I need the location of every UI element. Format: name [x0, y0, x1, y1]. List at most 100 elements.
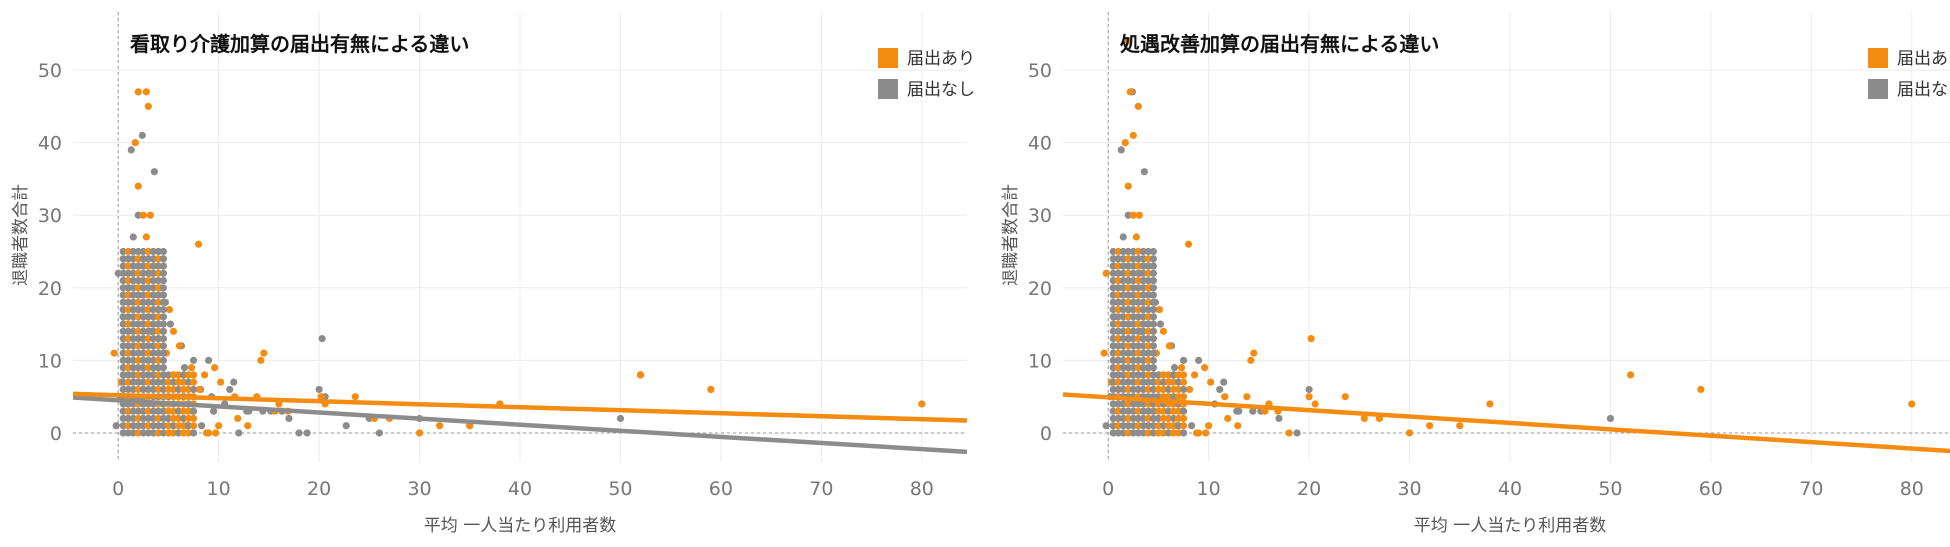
- data-point: [142, 233, 150, 241]
- data-point: [1109, 327, 1117, 335]
- data-point: [1154, 422, 1163, 430]
- data-point: [1134, 429, 1142, 437]
- data-point: [1164, 407, 1173, 415]
- data-point: [169, 378, 178, 386]
- data-point: [1135, 211, 1143, 219]
- data-point: [918, 400, 926, 408]
- data-point: [1149, 371, 1158, 379]
- data-point: [124, 313, 132, 321]
- x-tick-label: 50: [608, 478, 632, 500]
- data-point: [154, 429, 162, 437]
- data-point: [1114, 378, 1122, 386]
- data-point: [1195, 356, 1203, 364]
- data-point: [139, 255, 147, 263]
- data-point: [1129, 327, 1137, 335]
- data-point: [1169, 378, 1178, 386]
- data-point: [1124, 385, 1132, 394]
- data-point: [139, 262, 147, 270]
- y-axis-title: 退職者数合計: [11, 184, 31, 286]
- data-point: [1187, 422, 1196, 430]
- data-point: [119, 291, 127, 299]
- data-point: [1119, 291, 1127, 299]
- data-point: [1124, 276, 1132, 285]
- data-point: [1174, 385, 1183, 394]
- data-point: [415, 429, 424, 437]
- data-point: [139, 364, 147, 372]
- data-point: [134, 284, 142, 292]
- data-point: [139, 284, 147, 292]
- y-tick-label: 0: [50, 423, 62, 445]
- data-point: [1124, 247, 1132, 256]
- data-point: [315, 385, 323, 394]
- data-point: [295, 429, 303, 437]
- data-point: [1139, 414, 1147, 423]
- legend-label: 届出なし: [1897, 80, 1950, 100]
- data-point: [154, 378, 162, 386]
- data-point: [134, 313, 142, 321]
- data-point: [144, 364, 152, 372]
- data-point: [139, 342, 147, 350]
- data-point: [1205, 422, 1213, 430]
- data-point: [1626, 371, 1635, 379]
- data-point: [164, 385, 173, 394]
- data-point: [144, 284, 152, 292]
- data-point: [1102, 422, 1110, 430]
- data-point: [154, 276, 162, 285]
- data-point: [1134, 276, 1142, 285]
- data-point: [134, 262, 142, 270]
- data-point: [144, 291, 152, 299]
- data-point: [616, 414, 625, 423]
- data-point: [144, 371, 152, 379]
- data-point: [205, 356, 213, 364]
- x-tick-label: 60: [709, 478, 733, 500]
- data-point: [1129, 305, 1137, 314]
- data-point: [1109, 364, 1117, 372]
- data-point: [1216, 385, 1224, 394]
- data-point: [165, 305, 174, 314]
- data-point: [1119, 255, 1127, 263]
- data-point: [139, 298, 147, 306]
- y-tick-label: 10: [1028, 350, 1052, 372]
- data-point: [235, 429, 243, 437]
- data-point: [1124, 313, 1132, 321]
- data-point: [1119, 276, 1127, 285]
- data-point: [1159, 429, 1168, 437]
- data-point: [1169, 422, 1178, 430]
- data-point: [1149, 349, 1158, 357]
- trend-line: [72, 395, 968, 455]
- data-point: [124, 327, 132, 335]
- data-point: [226, 385, 234, 394]
- data-point: [1114, 335, 1122, 343]
- data-point: [1109, 298, 1117, 306]
- data-point: [1124, 342, 1132, 350]
- y-tick-label: 50: [38, 60, 62, 82]
- data-point: [134, 429, 142, 437]
- data-point: [1129, 371, 1137, 379]
- data-point: [1124, 320, 1132, 328]
- data-point: [189, 385, 198, 394]
- data-point: [169, 422, 178, 430]
- data-point: [1119, 269, 1127, 277]
- data-point: [1149, 247, 1158, 256]
- data-point: [1149, 255, 1158, 263]
- data-point: [1139, 291, 1147, 299]
- data-point: [134, 356, 142, 364]
- data-point: [1155, 305, 1164, 314]
- trend-line: [72, 391, 968, 423]
- data-point: [159, 385, 168, 394]
- data-point: [1139, 400, 1147, 408]
- data-point: [159, 378, 168, 386]
- data-point: [1134, 262, 1142, 270]
- data-point: [144, 407, 152, 415]
- data-point: [205, 429, 213, 437]
- data-point: [1100, 349, 1108, 357]
- data-point: [159, 414, 168, 423]
- data-point: [159, 335, 168, 343]
- data-point: [1139, 371, 1147, 379]
- data-point: [159, 276, 168, 285]
- data-point: [159, 342, 168, 350]
- data-point: [134, 407, 142, 415]
- data-point: [119, 407, 127, 415]
- data-point: [1134, 284, 1142, 292]
